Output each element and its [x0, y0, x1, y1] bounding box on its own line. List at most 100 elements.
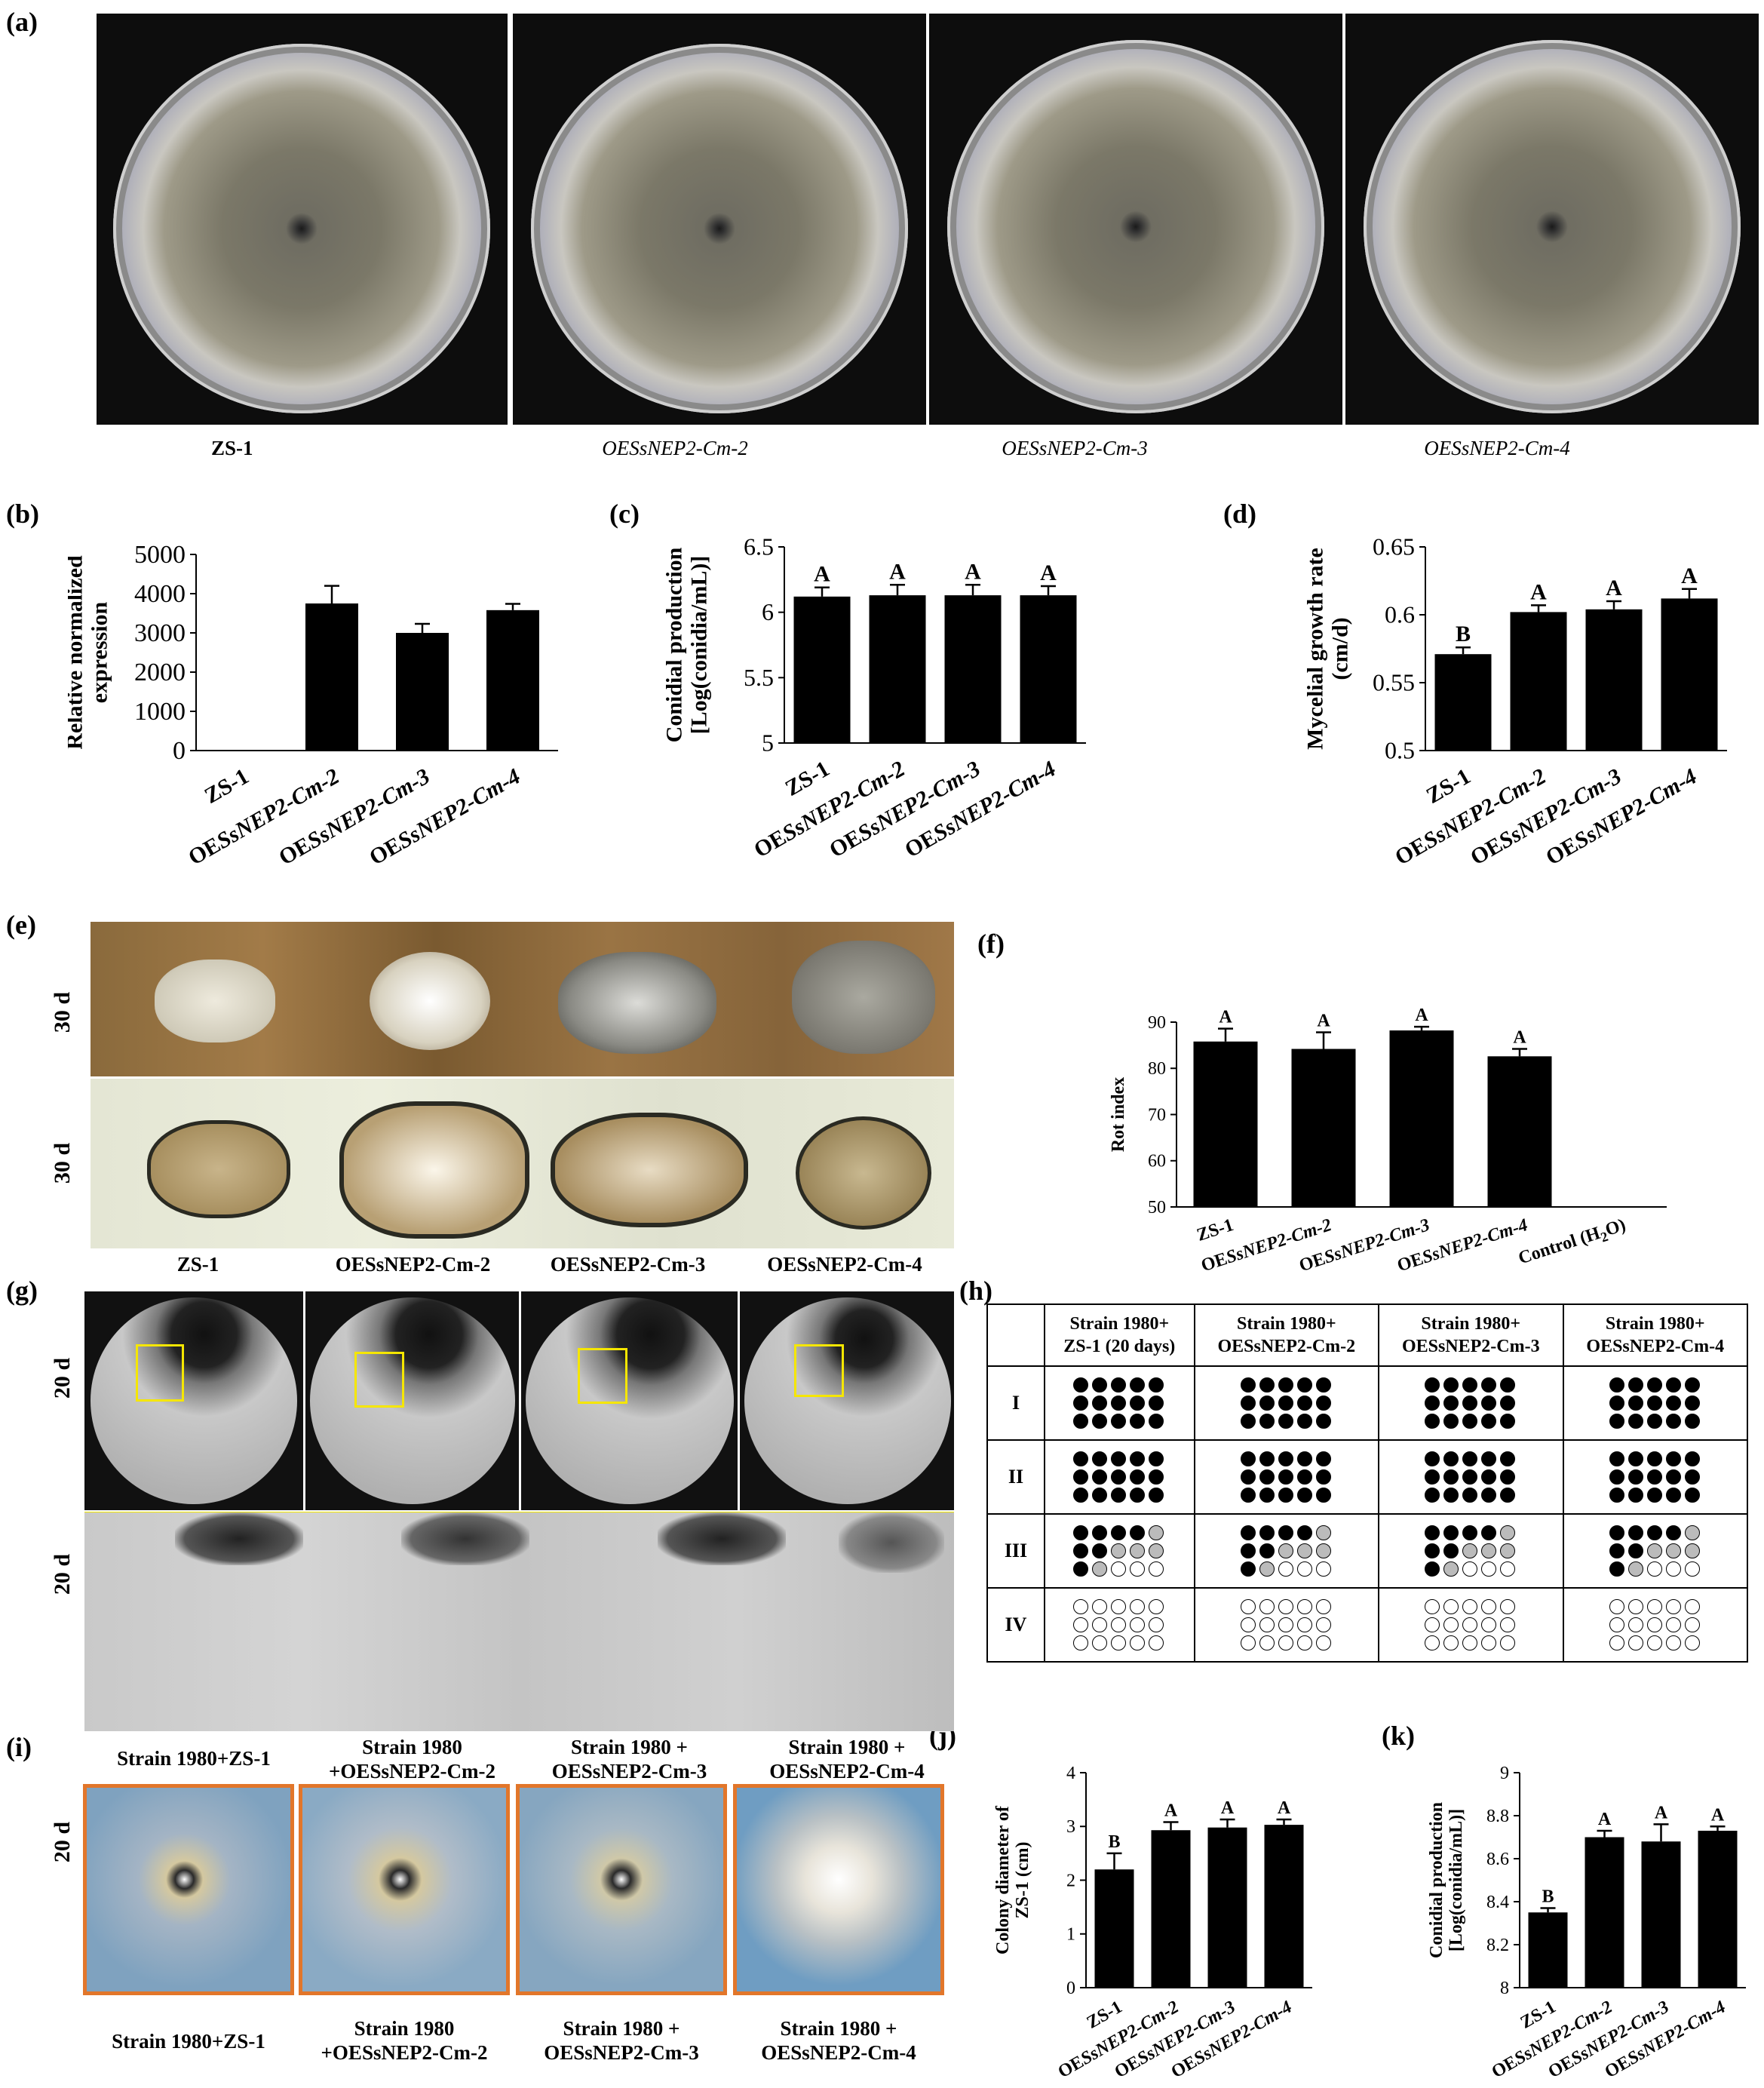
grade-dot — [1111, 1414, 1127, 1429]
grade-dot — [1627, 1451, 1643, 1466]
x-tick-label: ZS-1 — [781, 756, 834, 800]
row-grade-label: I — [986, 1365, 1045, 1441]
grade-dot — [1296, 1525, 1312, 1540]
grade-dot — [1278, 1377, 1293, 1393]
caption-e-2: OESsNEP2-Cm-2 — [335, 1253, 491, 1276]
grade-dot — [1073, 1599, 1089, 1614]
grade-dot — [1111, 1617, 1127, 1632]
grade-dot — [1130, 1377, 1146, 1393]
grade-dot — [1111, 1543, 1127, 1558]
bar — [486, 610, 539, 751]
dot-cell — [1193, 1439, 1380, 1515]
grade-dot — [1073, 1488, 1089, 1503]
grade-dot — [1609, 1469, 1624, 1485]
grade-dot — [1481, 1414, 1497, 1429]
caption-e-4: OESsNEP2-Cm-4 — [767, 1253, 922, 1276]
grade-dot — [1130, 1617, 1146, 1632]
grade-dot — [1149, 1599, 1164, 1614]
caption-e-1: ZS-1 — [176, 1253, 219, 1276]
grade-dot — [1092, 1617, 1108, 1632]
grade-dot — [1425, 1488, 1440, 1503]
grade-dot — [1627, 1469, 1643, 1485]
row-label-e-1: 30 d — [50, 991, 75, 1033]
coculture-zoom-photo-row — [84, 1512, 954, 1731]
grade-dot — [1627, 1599, 1643, 1614]
grade-dot — [1443, 1469, 1459, 1485]
panel-label-b: (b) — [6, 499, 39, 529]
grade-dot — [1443, 1396, 1459, 1411]
y-tick-label: 70 — [1148, 1105, 1166, 1125]
grade-dot — [1462, 1561, 1478, 1577]
grade-dot — [1481, 1635, 1497, 1650]
grade-dot — [1111, 1396, 1127, 1411]
bar — [1094, 1869, 1134, 1988]
grade-dot — [1627, 1396, 1643, 1411]
grade-dot — [1481, 1561, 1497, 1577]
grade-dot — [1149, 1414, 1164, 1429]
grade-dot — [1609, 1525, 1624, 1540]
grade-dot — [1149, 1561, 1164, 1577]
grade-dot — [1130, 1635, 1146, 1650]
grade-dot — [1240, 1469, 1256, 1485]
grade-dot — [1684, 1377, 1700, 1393]
y-tick-label: 0.55 — [1373, 669, 1415, 696]
grade-dot — [1149, 1451, 1164, 1466]
grade-dot — [1296, 1396, 1312, 1411]
grade-dot — [1609, 1488, 1624, 1503]
grade-dot — [1609, 1414, 1624, 1429]
grade-dot — [1073, 1617, 1089, 1632]
grade-dot — [1425, 1396, 1440, 1411]
grade-dot — [1296, 1488, 1312, 1503]
grade-dot — [1481, 1543, 1497, 1558]
grade-dot — [1609, 1635, 1624, 1650]
grade-dot — [1684, 1396, 1700, 1411]
table-row: I — [986, 1365, 1748, 1441]
grade-dot — [1627, 1543, 1643, 1558]
grade-dot — [1665, 1396, 1681, 1411]
tuber-section-photo-row — [91, 1079, 954, 1248]
table-row: II — [986, 1439, 1748, 1515]
grade-dot — [1684, 1599, 1700, 1614]
significance-letter: A — [1513, 1028, 1526, 1048]
grade-dot — [1646, 1488, 1662, 1503]
grade-dot — [1684, 1525, 1700, 1540]
grade-dot — [1259, 1635, 1275, 1650]
y-tick-label: 0.6 — [1385, 601, 1415, 628]
y-tick-label: 9 — [1500, 1764, 1509, 1783]
grade-dot — [1259, 1617, 1275, 1632]
grade-dot — [1240, 1525, 1256, 1540]
grade-dot — [1500, 1543, 1516, 1558]
bar — [793, 596, 851, 743]
colony-photo-i-1 — [83, 1784, 294, 1995]
bar — [305, 603, 358, 751]
bar — [1487, 1056, 1552, 1207]
row-grade-label: II — [986, 1439, 1045, 1515]
y-tick-label: 0 — [173, 737, 186, 765]
panel-label-g: (g) — [6, 1276, 38, 1306]
grade-dot — [1296, 1377, 1312, 1393]
grade-dot — [1240, 1451, 1256, 1466]
grade-dot — [1130, 1543, 1146, 1558]
dot-cell — [1562, 1587, 1748, 1663]
bar — [1528, 1912, 1568, 1988]
caption-g-1: Strain 1980+ZS-1 — [117, 1747, 271, 1770]
coculture-plate-photo-4 — [740, 1291, 954, 1510]
row-grade-label: III — [986, 1513, 1045, 1589]
grade-dot — [1481, 1451, 1497, 1466]
grade-dot — [1443, 1561, 1459, 1577]
petri-dish-photo-cm4 — [1345, 14, 1759, 425]
y-tick-label: 5000 — [134, 541, 186, 569]
sclerotia-grade-table: Strain 1980+ ZS-1 (20 days) Strain 1980+… — [986, 1303, 1748, 1663]
grade-dot — [1259, 1469, 1275, 1485]
grade-dot — [1278, 1561, 1293, 1577]
grade-dot — [1500, 1599, 1516, 1614]
coculture-plate-photo-3 — [521, 1291, 738, 1510]
grade-dot — [1259, 1488, 1275, 1503]
caption-g-4: Strain 1980 + OESsNEP2-Cm-4 — [769, 1736, 925, 1782]
significance-letter: A — [1530, 579, 1547, 604]
grade-dot — [1443, 1414, 1459, 1429]
grade-dot — [1425, 1561, 1440, 1577]
grade-dot — [1481, 1396, 1497, 1411]
bar — [1020, 595, 1077, 743]
grade-dot — [1092, 1488, 1108, 1503]
